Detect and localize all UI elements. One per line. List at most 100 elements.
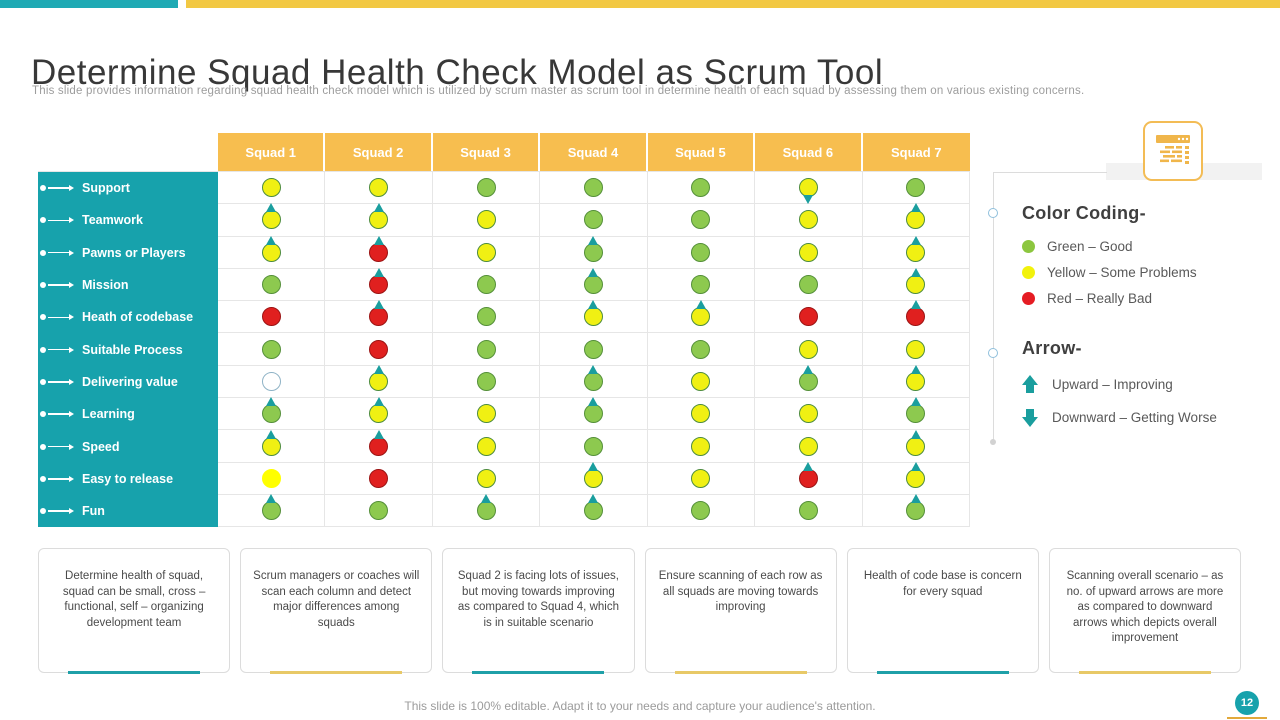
status-dot-green: [798, 364, 818, 391]
status-dot-green: [906, 494, 926, 521]
up-arrow-icon: [910, 494, 921, 504]
squad-header-squad-4: Squad 4: [540, 133, 648, 171]
status-dot-yellow: [691, 436, 711, 456]
matrix-cell: [755, 430, 863, 463]
status-dot-green: [906, 397, 926, 424]
up-arrow-icon: [266, 203, 277, 213]
matrix-cell: [325, 203, 433, 237]
page-title: Determine Squad Health Check Model as Sc…: [31, 53, 884, 93]
matrix-cell: [432, 430, 541, 463]
status-dot-yellow: [798, 178, 818, 205]
status-dot-yellow: [369, 397, 389, 424]
legend-connector-line-top: [993, 172, 1107, 173]
up-arrow-icon: [803, 364, 814, 374]
insight-card-3: Squad 2 is facing lots of issues, but mo…: [442, 548, 635, 674]
row-label-speed: Speed: [38, 430, 218, 463]
matrix-cell: [862, 461, 970, 495]
row-pointer-icon: [40, 443, 78, 450]
up-arrow-icon: [373, 235, 384, 245]
matrix-cell: [647, 333, 756, 366]
up-arrow-icon: [481, 494, 492, 504]
matrix-body: Support Teamwork Pawns or Players Mission He…: [38, 171, 970, 528]
status-dot-green: [261, 339, 281, 359]
status-dot-yellow: [906, 339, 926, 359]
up-arrow-icon: [910, 268, 921, 278]
matrix-cell: [540, 235, 648, 269]
matrix-cell: [218, 172, 326, 205]
legend-item-label: Upward – Improving: [1052, 377, 1173, 392]
status-dot-green: [691, 275, 711, 295]
matrix-cell: [540, 430, 648, 463]
arrow-heading: Arrow-: [1022, 338, 1082, 358]
matrix-cell: [647, 365, 756, 399]
arrow-legend-items: Upward – Improving Downward – Getting Wor…: [1022, 368, 1262, 434]
matrix-cell: [755, 461, 863, 495]
matrix-cell: [432, 268, 541, 302]
status-dot-green: [369, 501, 389, 521]
row-label-heath-of-codebase: Heath of codebase: [38, 301, 218, 334]
status-dot-green: [476, 307, 496, 327]
top-accent-amber: [186, 0, 1280, 8]
matrix-cell: [432, 301, 541, 334]
status-dot-green: [583, 494, 603, 521]
status-dot-red: [369, 300, 389, 327]
matrix-cell: [540, 461, 648, 495]
status-dot-yellow: [369, 178, 389, 198]
up-arrow-icon: [266, 397, 277, 407]
status-dot-green: [798, 275, 818, 295]
legend-dot-icon: [1022, 291, 1035, 305]
card-accent-bar: [674, 671, 807, 674]
matrix-cell: [432, 398, 541, 431]
row-pointer-icon: [40, 378, 78, 385]
matrix-cell: [647, 494, 756, 528]
status-dot-green: [476, 371, 496, 391]
status-dot-yellow: [691, 404, 711, 424]
matrix-cell: [647, 204, 756, 237]
row-label-easy-to-release: Easy to release: [38, 462, 218, 495]
matrix-cell: [325, 462, 433, 495]
status-dot-red: [798, 307, 818, 327]
legend-item-downward: Downward – Getting Worse: [1022, 401, 1262, 434]
matrix-cell: [540, 172, 648, 205]
status-dot-yellow: [906, 203, 926, 230]
matrix-cell: [862, 364, 970, 399]
row-label-text: Suitable Process: [82, 342, 183, 357]
matrix-cell: [325, 235, 433, 269]
row-pointer-icon: [40, 185, 78, 192]
status-dot-yellow: [691, 371, 711, 391]
up-arrow-icon: [373, 364, 384, 374]
matrix-cell: [325, 364, 433, 399]
row-label-text: Teamwork: [82, 213, 143, 228]
row-pointer-icon: [40, 508, 78, 515]
insight-card-text: Squad 2 is facing lots of issues, but mo…: [457, 570, 619, 629]
down-arrow-icon: [803, 195, 814, 205]
insight-card-4: Ensure scanning of each row as all squad…: [644, 548, 837, 674]
matrix-cell: [325, 397, 433, 431]
up-arrow-icon: [910, 235, 921, 245]
card-accent-bar: [68, 671, 201, 674]
status-dot-yellow: [476, 436, 496, 456]
matrix-cell: [325, 172, 433, 205]
legend-panel: Color Coding- Green – Good Yellow – Some …: [1022, 203, 1262, 434]
row-label-support: Support: [38, 172, 218, 205]
status-dot-red: [369, 468, 389, 488]
row-label-delivering-value: Delivering value: [38, 365, 218, 399]
status-dot-green: [691, 242, 711, 262]
insight-card-2: Scrum managers or coaches will scan each…: [240, 548, 433, 674]
up-arrow-icon: [588, 461, 599, 471]
status-dot-green: [476, 339, 496, 359]
status-dot-green: [583, 178, 603, 198]
status-dot-green: [691, 178, 711, 198]
card-accent-bar: [1078, 671, 1211, 674]
matrix-cell: [755, 172, 863, 205]
legend-item-label: Yellow – Some Problems: [1047, 264, 1197, 280]
squad-header-squad-7: Squad 7: [862, 133, 970, 171]
down-arrow-icon: [1022, 408, 1038, 427]
up-arrow-icon: [910, 429, 921, 439]
up-arrow-icon: [910, 364, 921, 374]
matrix-cell: [325, 429, 433, 463]
up-arrow-icon: [373, 429, 384, 439]
matrix-cell: [218, 462, 326, 495]
matrix-cell: [862, 172, 970, 205]
status-dot-yellow: [906, 461, 926, 488]
